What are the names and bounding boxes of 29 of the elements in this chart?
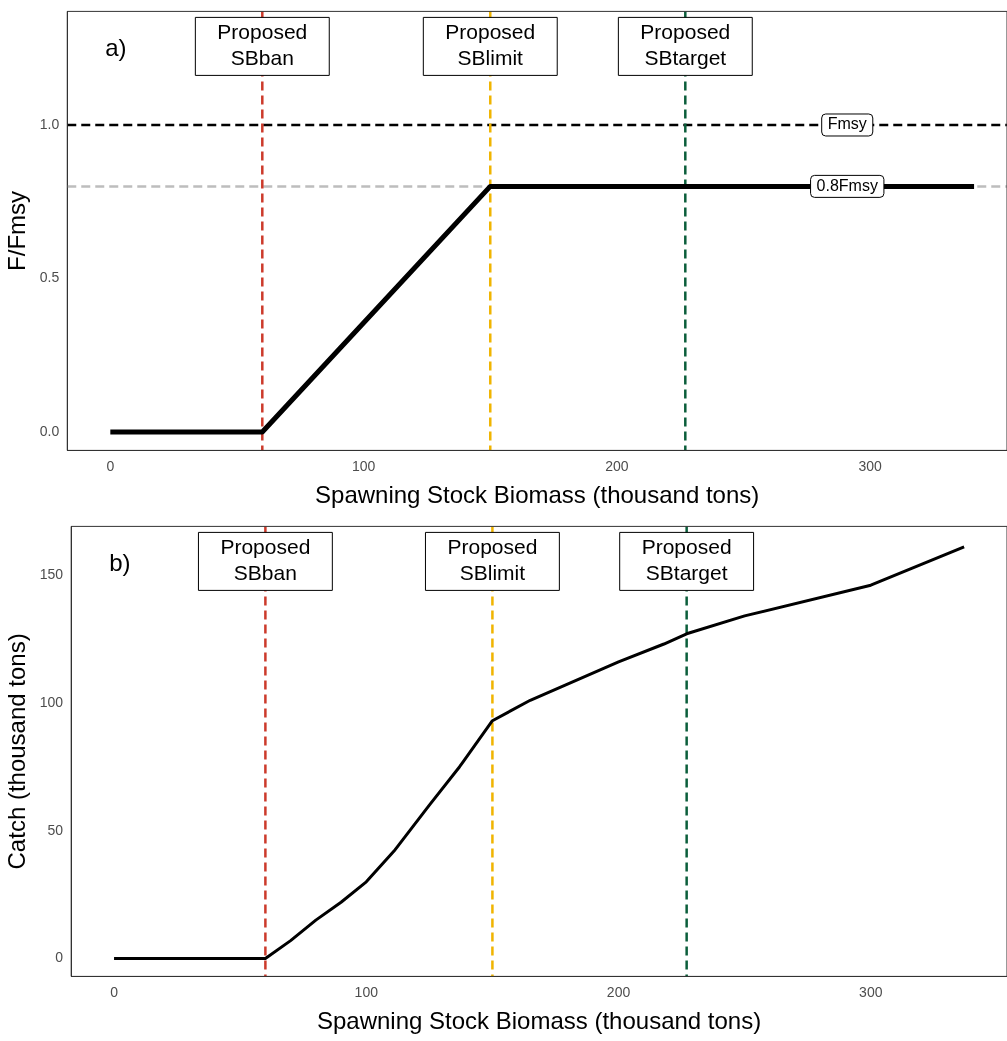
y-tick-label: 0.0 (39, 422, 60, 439)
ref-line-label: Proposed SBban (217, 20, 308, 70)
annotation: b) (109, 549, 131, 577)
annotation: a) (105, 34, 127, 62)
x-axis-title: Spawning Stock Biomass (thousand tons) (315, 481, 760, 509)
x-tick-label: 200 (605, 457, 629, 474)
y-tick-label: 0.5 (39, 269, 60, 286)
ref-line-label: Proposed SBtarget (641, 535, 732, 585)
ref-line-label: Fmsy (827, 115, 867, 133)
ref-line-label: 0.8Fmsy (816, 176, 878, 194)
x-tick-label: 200 (606, 983, 631, 1000)
ref-line-label: Proposed SBban (220, 535, 311, 585)
y-tick-label: 100 (39, 693, 64, 710)
x-tick-label: 100 (354, 983, 379, 1000)
ref-line-label: Proposed SBlimit (445, 20, 536, 70)
ref-line-label: Proposed SBtarget (640, 20, 731, 70)
x-tick-label: 0 (106, 457, 115, 474)
y-tick-label: 50 (47, 821, 64, 838)
x-axis-title: Spawning Stock Biomass (thousand tons) (316, 1007, 762, 1035)
ref-line-label: Proposed SBlimit (447, 535, 538, 585)
y-tick-label: 150 (39, 565, 64, 582)
x-tick-label: 100 (351, 457, 376, 474)
y-axis-title: Catch (thousand tons) (3, 633, 31, 870)
y-tick-label: 0 (55, 949, 64, 966)
y-axis-title: F/Fmsy (3, 190, 31, 271)
y-tick-label: 1.0 (39, 115, 60, 132)
x-tick-label: 0 (110, 983, 119, 1000)
x-tick-label: 300 (858, 457, 883, 474)
x-tick-label: 300 (859, 983, 883, 1000)
